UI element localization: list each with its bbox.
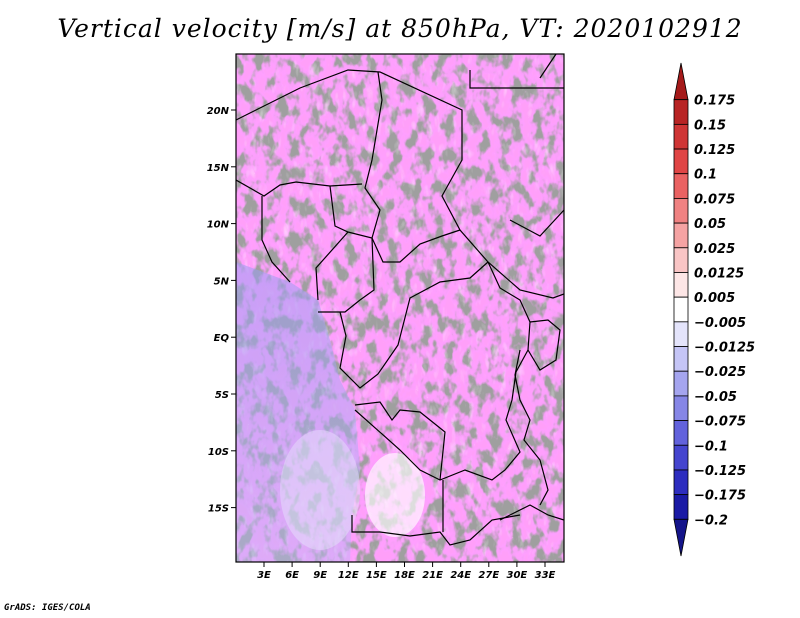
colorbar-swatch [673,99,689,125]
lon-tick-label: 24E [450,570,471,581]
colorbar-label: −0.0125 [694,341,755,356]
colorbar-swatch [673,272,689,298]
lon-tick-label: 33E [535,570,556,581]
colorbar-label: −0.005 [694,316,746,331]
colorbar-swatch [673,420,689,446]
lat-tick-label: 10S [208,447,229,458]
colorbar-label: 0.025 [694,242,735,257]
colorbar-swatch [673,370,689,397]
lon-tick-label: 15E [366,570,387,581]
colorbar-swatch [673,198,689,224]
lat-tick-label: 10N [207,220,230,231]
colorbar-swatch [673,395,689,421]
colorbar-label: 0.075 [694,192,735,207]
colorbar-label: −0.125 [694,464,746,479]
colorbar-swatch [673,518,689,557]
colorbar-label: −0.075 [694,415,746,430]
colorbar-swatch [673,444,689,471]
colorbar-swatch [673,173,689,199]
colorbar-swatch [673,247,689,273]
colorbar-swatch [673,346,689,372]
colorbar-label: −0.2 [694,513,728,528]
longitude-axis: 3E 6E 9E 12E 15E 18E 21E 24E 27E 30E 33E [257,562,556,581]
lon-tick-label: 3E [257,570,271,581]
lat-tick-label: 5S [215,390,229,401]
lat-tick-label: 15S [208,504,229,515]
map-title: Vertical velocity [m/s] at 850hPa, VT: 2… [57,14,743,43]
lat-tick-label: EQ [214,333,230,344]
lat-tick-label: 20N [207,106,230,117]
colorbar-swatch [673,321,689,347]
colorbar-label: 0.125 [694,143,735,158]
colorbar-label: −0.1 [694,439,728,454]
colorbar-swatch [673,469,689,496]
colorbar-label: 0.0125 [694,266,744,281]
colorbar-swatch [673,148,689,175]
colorbar: 0.175 0.15 0.125 0.1 0.075 0.05 0.025 0.0125 0.0… [673,62,755,557]
map-frame [235,53,565,563]
lon-tick-label: 12E [338,570,359,581]
lon-tick-label: 9E [313,570,327,581]
colorbar-label: 0.1 [694,168,717,183]
colorbar-swatch [673,296,689,323]
lon-tick-label: 18E [394,570,415,581]
country-borders [236,54,564,546]
colorbar-label: −0.05 [694,390,737,405]
colorbar-label: −0.025 [694,365,746,380]
colorbar-label: 0.05 [694,217,726,232]
colorbar-swatch [673,123,689,150]
latitude-axis: 20N 15N 10N 5N EQ 5S 10S 15S [207,106,236,515]
credit-label: GrADS: IGES/COLA [4,603,91,613]
velocity-field [236,54,564,562]
colorbar-swatch [673,494,689,520]
lon-tick-label: 21E [422,570,443,581]
colorbar-label: −0.175 [694,489,746,504]
lat-tick-label: 5N [214,276,230,287]
colorbar-swatch [673,222,689,249]
colorbar-label: 0.15 [694,118,726,133]
colorbar-label: 0.005 [694,291,735,306]
colorbar-label: 0.175 [694,94,735,109]
lon-tick-label: 27E [478,570,499,581]
colorbar-swatch [673,62,689,101]
lon-tick-label: 6E [285,570,299,581]
lat-tick-label: 15N [207,163,230,174]
lon-tick-label: 30E [507,570,528,581]
